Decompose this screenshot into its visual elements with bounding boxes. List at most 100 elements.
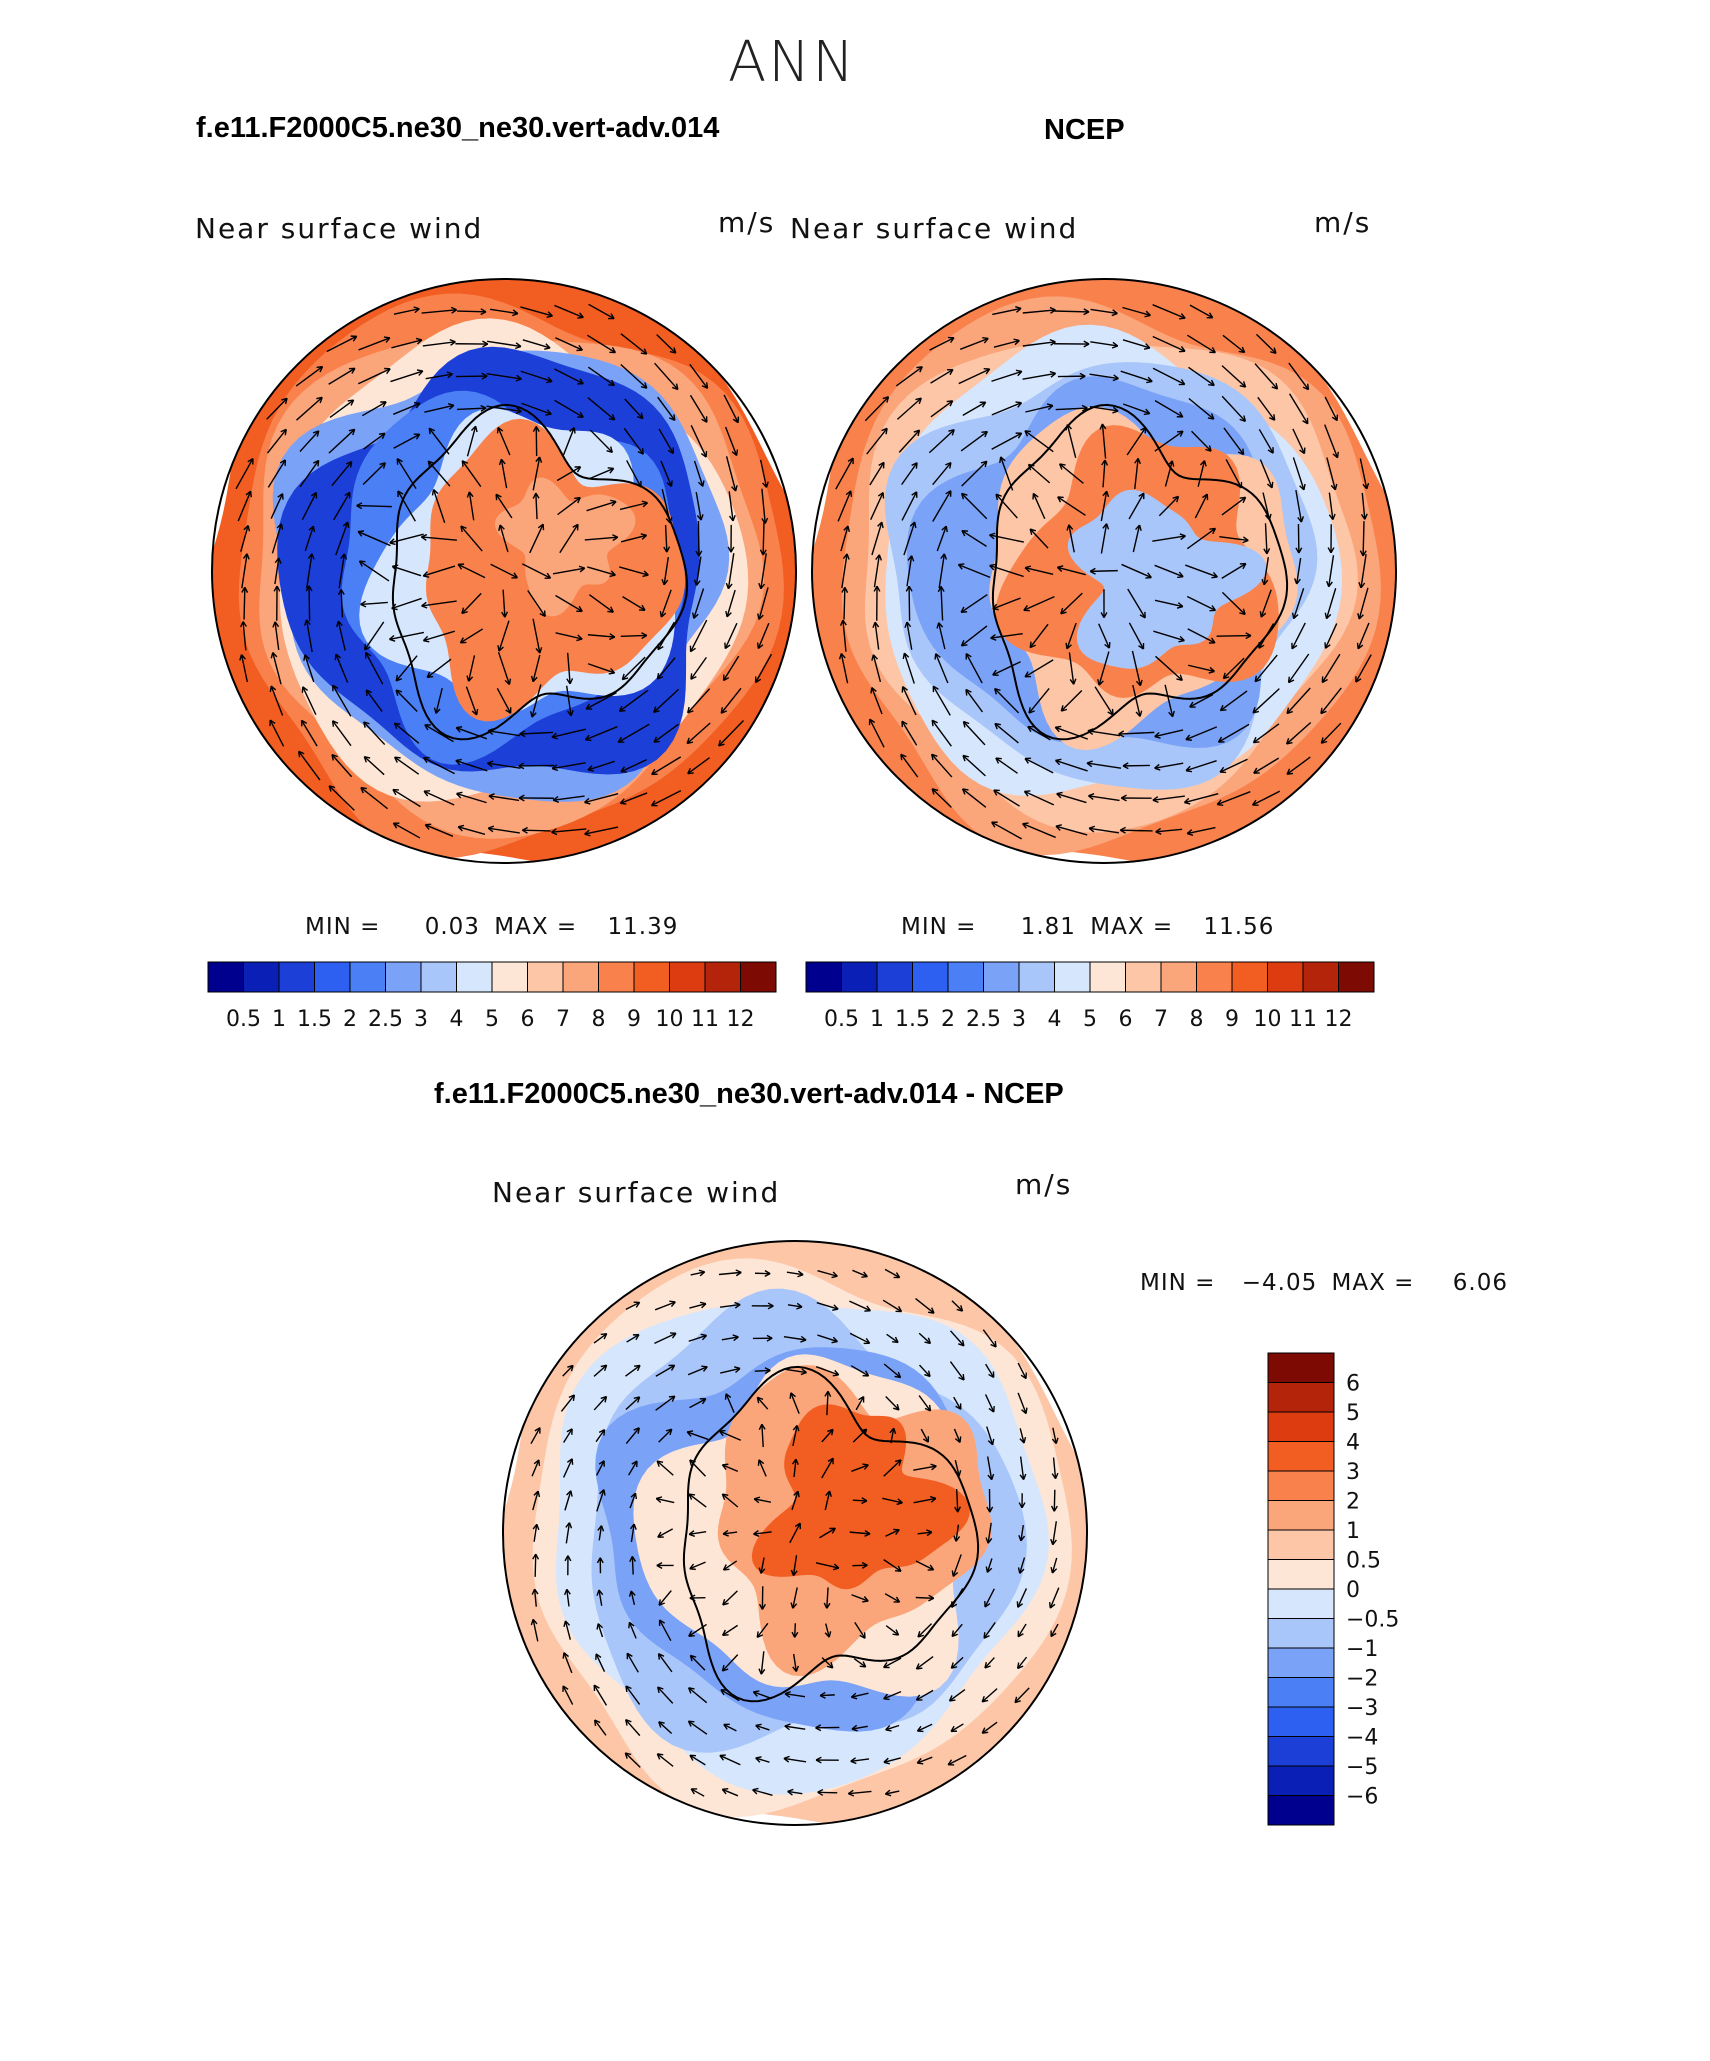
wind-vector-head (535, 456, 543, 463)
wind-vector-head (904, 621, 912, 628)
wind-vector-head (1019, 1473, 1027, 1481)
wind-vector-head (1112, 406, 1119, 414)
colorbar-swatch (1267, 1765, 1335, 1796)
wind-vector-head (718, 740, 725, 747)
wind-vector-head (1177, 571, 1184, 579)
colorbar-0: 0.5 1 1.5 2 2.5 3 4 5 6 7 8 9 10 11 12 (207, 961, 777, 1032)
wind-vector (721, 1336, 739, 1341)
wind-vector (555, 594, 583, 612)
wind-vector-head (336, 620, 343, 628)
wind-vector (916, 1656, 934, 1670)
wind-vector-head (600, 1332, 608, 1340)
wind-vector-head (819, 1691, 826, 1699)
wind-vector-head (423, 790, 431, 797)
wind-vector-head (1355, 676, 1362, 683)
wind-vector-head (566, 678, 574, 685)
wind-vector-head (424, 724, 431, 731)
wind-vector (486, 405, 522, 413)
wind-vector (584, 793, 619, 804)
wind-vector-head (1154, 732, 1161, 739)
wind-vector-head (576, 605, 583, 613)
wind-vector-head (735, 1269, 742, 1277)
wind-vector-head (915, 1663, 923, 1670)
wind-vector (689, 1303, 707, 1309)
wind-vector (1158, 495, 1179, 517)
wind-vector (1189, 693, 1214, 708)
colorbar-tick-label: 0.5 (226, 1007, 261, 1032)
field-band (1067, 489, 1267, 669)
wind-vector-head (687, 1687, 695, 1694)
wind-vector (1102, 459, 1106, 488)
wind-vector-head (1358, 581, 1366, 589)
colorbar-tick-label: 6 (1119, 1007, 1133, 1032)
wind-vector-head (428, 427, 435, 435)
wind-vector (1264, 523, 1268, 554)
wind-vector (883, 1757, 901, 1763)
wind-vector-head (962, 720, 970, 728)
wind-vector (1219, 758, 1248, 773)
wind-vector (1320, 687, 1342, 715)
wind-vector (628, 1622, 637, 1639)
wind-vector-head (576, 344, 583, 352)
wind-vector (456, 792, 487, 804)
wind-vector-head (1251, 799, 1259, 806)
wind-vector (723, 1723, 737, 1732)
colorbar-swatch (1196, 961, 1233, 993)
wind-vector (584, 826, 619, 835)
wind-vector-head (894, 1371, 902, 1379)
wind-vector (655, 1364, 675, 1377)
wind-vector (1019, 1456, 1025, 1480)
wind-vector (337, 620, 346, 651)
wind-vector-head (1217, 736, 1225, 743)
wind-vector-head (764, 1270, 771, 1278)
wind-vector (1222, 334, 1246, 354)
wind-vector (790, 1392, 800, 1414)
wind-vector-head (300, 719, 308, 727)
wind-vector (953, 1396, 962, 1410)
wind-vector (1255, 333, 1277, 354)
wind-vector (597, 1623, 604, 1638)
wind-vector (885, 1625, 899, 1636)
wind-vector-head (1056, 565, 1064, 572)
colorbar-swatch (1267, 1736, 1335, 1767)
wind-vector-head (656, 1753, 664, 1760)
wind-vector (1154, 729, 1184, 738)
wind-vector-head (1024, 757, 1032, 764)
wind-vector (932, 462, 952, 486)
wind-vector (1324, 396, 1338, 421)
wind-vector (783, 1368, 807, 1374)
wind-vector-head (606, 446, 613, 454)
wind-vector (655, 1395, 676, 1411)
wind-vector (896, 397, 922, 420)
wind-vector (1089, 405, 1119, 412)
wind-vector (421, 600, 457, 607)
wind-vector (950, 1656, 964, 1669)
wind-vector-head (940, 553, 948, 560)
wind-vector-head (724, 1393, 732, 1400)
wind-vector (1052, 1521, 1058, 1545)
wind-vector (842, 620, 847, 652)
wind-vector (393, 402, 421, 415)
wind-vector-head (1083, 340, 1090, 348)
wind-vector (1259, 459, 1273, 489)
colorbar-tick-label: 9 (1225, 1007, 1239, 1032)
colorbar-swatch (1125, 961, 1162, 993)
wind-vector (903, 521, 916, 556)
wind-vector-head (689, 1654, 697, 1662)
wind-vector (1254, 654, 1278, 683)
wind-vector (758, 587, 769, 620)
wind-vector (617, 723, 650, 743)
wind-vector (690, 1788, 705, 1797)
wind-vector (490, 308, 518, 315)
wind-vector-head (1134, 457, 1142, 465)
wind-vector-head (1086, 760, 1093, 768)
wind-vector (306, 553, 313, 589)
wind-vector-head (312, 430, 320, 437)
wind-vector-head (574, 496, 581, 504)
wind-vector (816, 1302, 839, 1310)
wind-vectors (235, 303, 773, 839)
wind-vector-head (625, 1719, 632, 1726)
wind-vector (1189, 304, 1214, 319)
wind-vector (913, 1465, 937, 1471)
wind-vector (722, 1590, 738, 1606)
